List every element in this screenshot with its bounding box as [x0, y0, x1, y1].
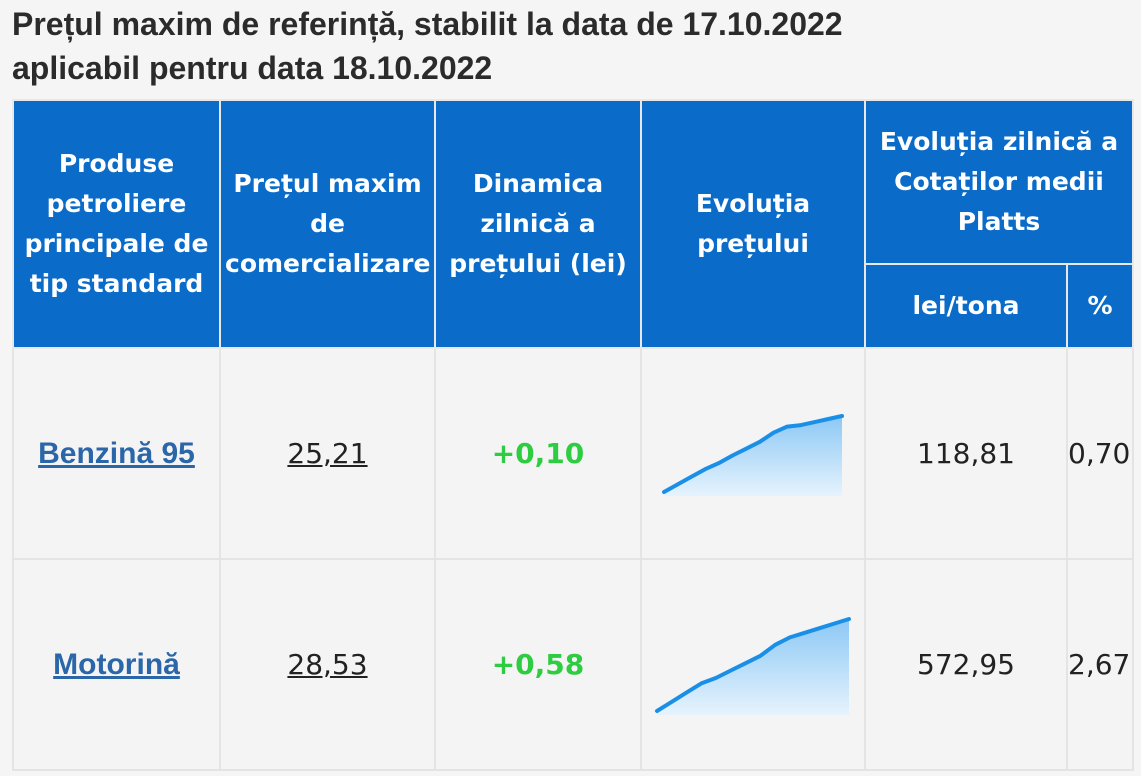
price-cell: 28,53	[219, 558, 436, 771]
price-trend-sparkline[interactable]	[653, 615, 853, 715]
title-line-2: aplicabil pentru data 18.10.2022	[12, 50, 493, 86]
header-price: Prețul maxim de comercializare	[219, 99, 436, 349]
header-dynamics: Dinamica zilnică a prețului (lei)	[434, 99, 642, 349]
title-line-1: Prețul maxim de referință, stabilit la d…	[12, 6, 843, 42]
sparkline-area	[657, 618, 849, 715]
platts-percent-cell: 2,67	[1066, 558, 1134, 771]
platts-lei-tona-cell: 118,81	[864, 347, 1068, 560]
platts-percent-cell: 0,70	[1066, 347, 1134, 560]
table-row: Motorină 28,53 +0,58 572,95 2,67	[12, 558, 1134, 771]
platts-percent-value: 2,67	[1068, 648, 1131, 681]
platts-lei-tona-value: 118,81	[917, 437, 1015, 470]
evolution-cell	[640, 347, 866, 560]
dynamics-cell: +0,58	[434, 558, 642, 771]
price-cell: 25,21	[219, 347, 436, 560]
product-link-benzina-95[interactable]: Benzină 95	[38, 436, 195, 470]
dynamics-value: +0,58	[491, 648, 585, 681]
header-evolution: Evoluția prețului	[640, 99, 866, 349]
platts-lei-tona-cell: 572,95	[864, 558, 1068, 771]
dynamics-value: +0,10	[491, 437, 585, 470]
price-link-motorina[interactable]: 28,53	[287, 648, 368, 681]
header-lei-tona: lei/tona	[864, 263, 1068, 349]
table-row: Benzină 95 25,21 +0,10 118,81 0,70	[12, 347, 1134, 560]
header-platts: Evoluția zilnică a Cotaților medii Platt…	[864, 99, 1134, 265]
price-trend-sparkline[interactable]	[660, 412, 846, 496]
product-link-motorina[interactable]: Motorină	[53, 647, 180, 681]
price-table: Produse petroliere principale de tip sta…	[12, 99, 1134, 771]
header-product: Produse petroliere principale de tip sta…	[12, 99, 221, 349]
platts-lei-tona-value: 572,95	[917, 648, 1015, 681]
price-link-benzina-95[interactable]: 25,21	[287, 437, 368, 470]
product-cell: Motorină	[12, 558, 221, 771]
page-title: Prețul maxim de referință, stabilit la d…	[12, 2, 1132, 90]
sparkline-line	[662, 413, 844, 494]
sparkline-area	[664, 415, 842, 496]
evolution-cell	[640, 558, 866, 771]
platts-percent-value: 0,70	[1068, 437, 1131, 470]
dynamics-cell: +0,10	[434, 347, 642, 560]
sparkline-line	[655, 616, 851, 713]
header-percent: %	[1066, 263, 1134, 349]
product-cell: Benzină 95	[12, 347, 221, 560]
